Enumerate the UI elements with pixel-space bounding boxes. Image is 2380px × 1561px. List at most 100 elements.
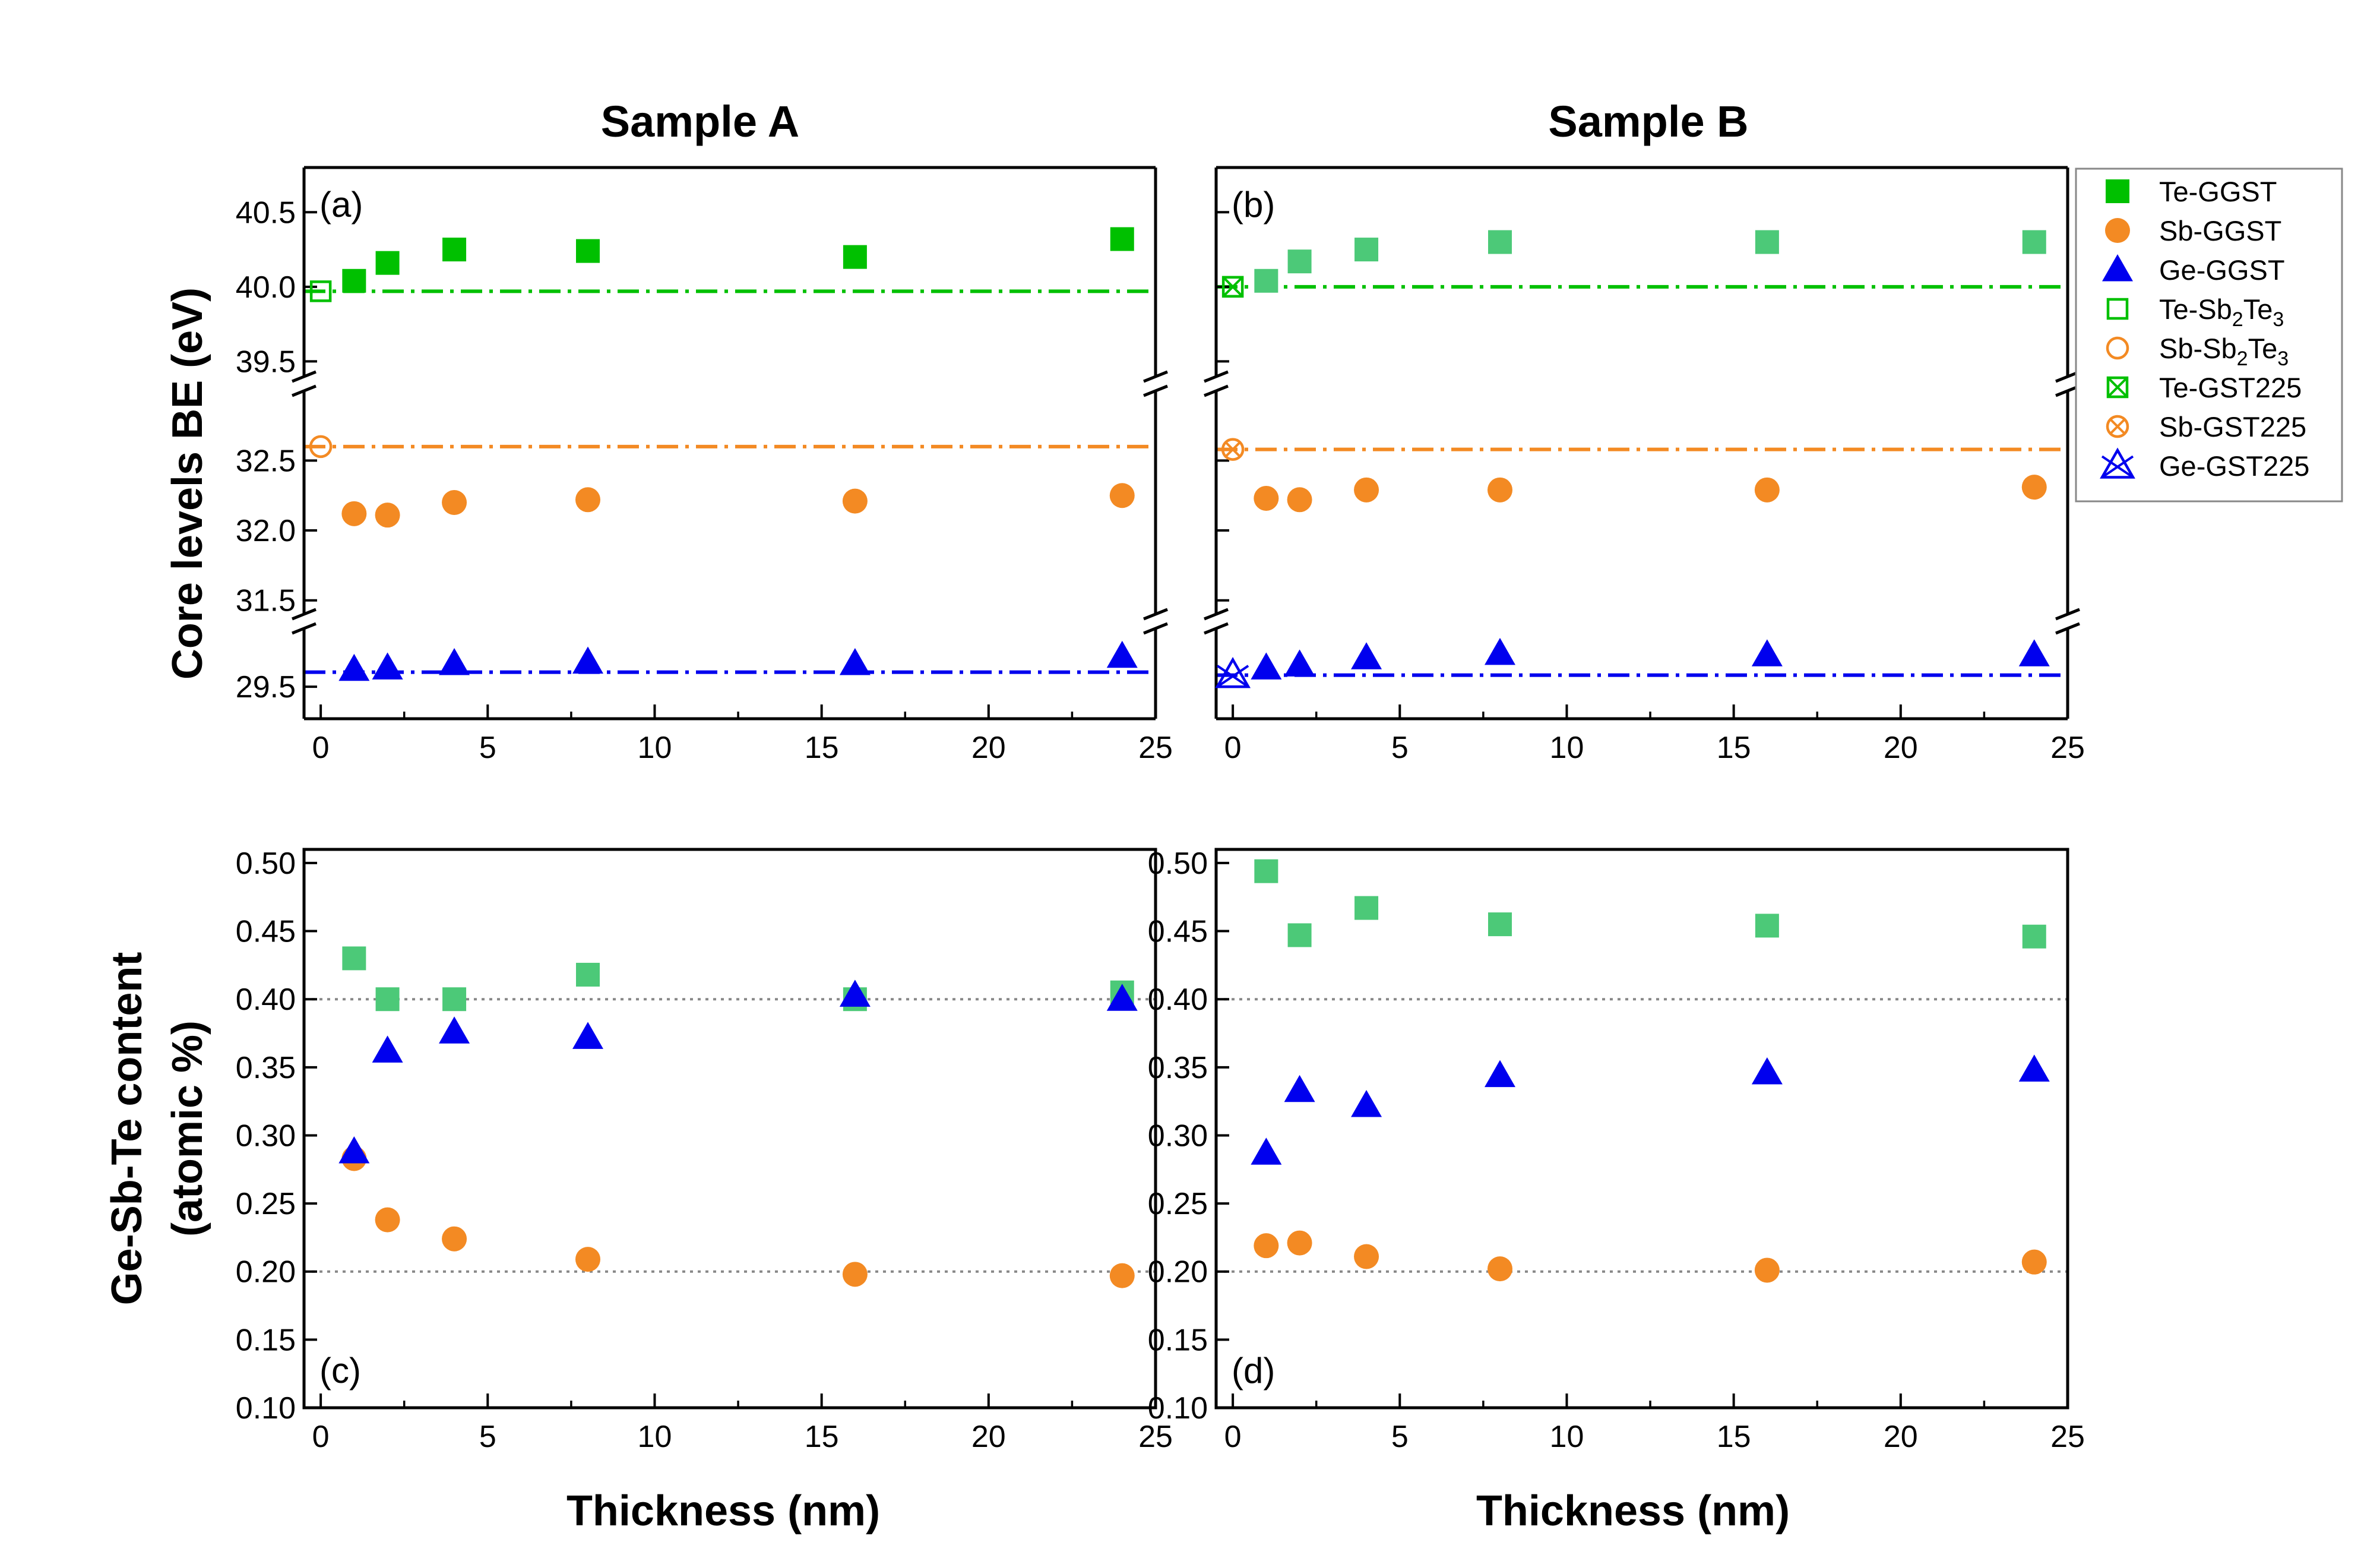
point-c-sb-ggst-5: [1109, 1263, 1135, 1288]
y-tick-label-d-6: 0.40: [1148, 982, 1208, 1017]
point-b-te-ggst-1: [1287, 249, 1312, 274]
x-tick-label-a-3: 15: [805, 731, 839, 765]
point-b-ge-gst225-0: [1215, 657, 1251, 688]
legend-label-ge-ggst: Ge-GGST: [2159, 254, 2285, 286]
point-d-sb-ggst-5: [2021, 1249, 2047, 1275]
point-d-sb-ggst-4: [1754, 1257, 1780, 1283]
legend-marker-te-sb2te3: [2106, 298, 2129, 320]
legend-marker-ge-gst225-tri: [2100, 447, 2135, 479]
x-tick-label-c-0: 0: [312, 1420, 330, 1454]
series-b-sb-gst225: [1221, 438, 1245, 461]
legend-marker-te-ggst: [2106, 179, 2129, 203]
y-tick-label-c-2: 0.20: [236, 1255, 296, 1290]
point-a-te-sb2te3-0: [309, 280, 332, 302]
point-b-sb-ggst-5: [2021, 475, 2047, 500]
point-a-te-ggst-4: [843, 245, 867, 269]
point-b-ge-ggst-5: [2018, 639, 2050, 666]
point-c-ge-ggst-0: [338, 1136, 370, 1164]
point-d-sb-ggst-1: [1287, 1230, 1312, 1256]
x-tick-label-a-4: 20: [971, 731, 1006, 765]
point-a-ge-ggst-1: [372, 652, 403, 680]
axis-break-left-0-a: [292, 370, 317, 397]
x-tick-label-b-4: 20: [1884, 731, 1918, 765]
x-tick-label-d-5: 25: [2050, 1420, 2085, 1454]
y-tick-label-d-8: 0.50: [1148, 846, 1208, 881]
y-tick-label-a-te-2: 39.5: [236, 345, 296, 379]
point-a-sb-ggst-0: [341, 501, 367, 526]
legend-label-ge-gst225: Ge-GST225: [2159, 450, 2309, 482]
x-tick-label-b-1: 5: [1391, 731, 1409, 765]
legend-marker-sb-ggst: [2105, 218, 2130, 243]
y-tick-label-c-7: 0.45: [236, 915, 296, 949]
point-d-sb-ggst-0: [1254, 1233, 1279, 1259]
legend-marker-sb-sb2te3: [2106, 336, 2129, 360]
y-tick-label-c-4: 0.30: [236, 1118, 296, 1153]
x-tick-label-b-0: 0: [1224, 731, 1242, 765]
point-d-te-ggst-4: [1755, 914, 1779, 938]
point-b-ge-gst225-0-cross: [1217, 665, 1249, 688]
axis-break-left-0-b: [1204, 370, 1229, 397]
x-tick-label-a-1: 5: [479, 731, 496, 765]
series-b-ge-ggst: [1251, 637, 2050, 680]
legend-marker-sb-gst225: [2106, 415, 2129, 438]
y-tick-label-d-2: 0.20: [1148, 1255, 1208, 1290]
legend-label-sb-gst225: Sb-GST225: [2159, 411, 2306, 443]
y-tick-label-d-0: 0.10: [1148, 1391, 1208, 1426]
legend-marker-ge-gst225-cross: [2101, 455, 2134, 479]
legend-marker-te-gst225-cross: [2107, 377, 2128, 398]
point-c-ge-ggst-2: [439, 1016, 470, 1044]
y-tick-label-c-5: 0.35: [236, 1051, 296, 1085]
point-d-sb-ggst-3: [1488, 1256, 1512, 1282]
x-tick-label-b-2: 10: [1550, 731, 1584, 765]
point-b-ge-ggst-1: [1284, 649, 1315, 677]
y-tick-label-d-4: 0.30: [1148, 1118, 1208, 1153]
point-c-sb-ggst-4: [842, 1262, 868, 1287]
point-b-sb-ggst-1: [1287, 487, 1312, 513]
point-c-ge-ggst-1: [372, 1035, 403, 1063]
point-b-sb-ggst-3: [1488, 477, 1512, 503]
series-c-te-ggst: [342, 946, 1134, 1012]
y-tick-label-d-5: 0.35: [1148, 1051, 1208, 1085]
axis-break-left-1-a: [292, 608, 317, 635]
axis-frame-c: [302, 848, 1157, 1410]
y-tick-label-a-te-0: 40.5: [236, 195, 296, 230]
point-b-sb-gst225-0: [1221, 438, 1245, 461]
point-d-ge-ggst-3: [1485, 1060, 1515, 1088]
point-a-ge-ggst-5: [1106, 640, 1138, 668]
point-b-te-gst225-0: [1221, 276, 1244, 298]
series-a-sb-sb2te3: [309, 435, 333, 459]
series-d-te-ggst: [1254, 859, 2046, 949]
point-a-sb-ggst-3: [575, 487, 600, 513]
point-a-te-ggst-3: [576, 239, 600, 263]
point-a-ge-ggst-4: [839, 647, 871, 675]
x-label-bottom-right: Thickness (nm): [1476, 1487, 1790, 1535]
point-b-te-ggst-4: [1755, 230, 1779, 254]
point-c-te-ggst-1: [375, 987, 400, 1012]
series-b-te-ggst: [1254, 230, 2046, 293]
point-c-te-ggst-3: [576, 962, 600, 987]
point-d-te-ggst-0: [1254, 859, 1278, 883]
y-tick-label-c-3: 0.25: [236, 1187, 296, 1221]
y-tick-label-d-3: 0.25: [1148, 1187, 1208, 1221]
series-a-sb-ggst: [341, 483, 1135, 528]
series-b-ge-gst225: [1215, 657, 1251, 688]
point-b-sb-ggst-2: [1354, 477, 1379, 503]
point-b-te-gst225-0-cross: [1222, 276, 1243, 298]
point-b-ge-gst225-0-tri: [1215, 657, 1251, 688]
x-tick-label-a-0: 0: [312, 731, 330, 765]
y-tick-label-c-0: 0.10: [236, 1391, 296, 1426]
point-d-te-ggst-5: [2022, 924, 2046, 949]
y-tick-label-c-1: 0.15: [236, 1323, 296, 1357]
point-c-ge-ggst-3: [572, 1022, 603, 1049]
point-b-ge-ggst-4: [1751, 639, 1783, 666]
y-tick-label-a-sb-2: 31.5: [236, 584, 296, 618]
content-y-label-line2: (atomic %): [164, 1020, 211, 1237]
point-b-sb-gst225-0-ring: [1221, 438, 1245, 461]
point-c-te-ggst-2: [442, 987, 467, 1012]
point-a-te-ggst-0: [342, 268, 366, 293]
point-b-te-gst225-0-box: [1221, 276, 1244, 298]
legend-label-te-gst225: Te-GST225: [2159, 372, 2302, 403]
point-a-ge-ggst-0: [338, 653, 370, 681]
series-b-sb-ggst: [1254, 475, 2047, 513]
